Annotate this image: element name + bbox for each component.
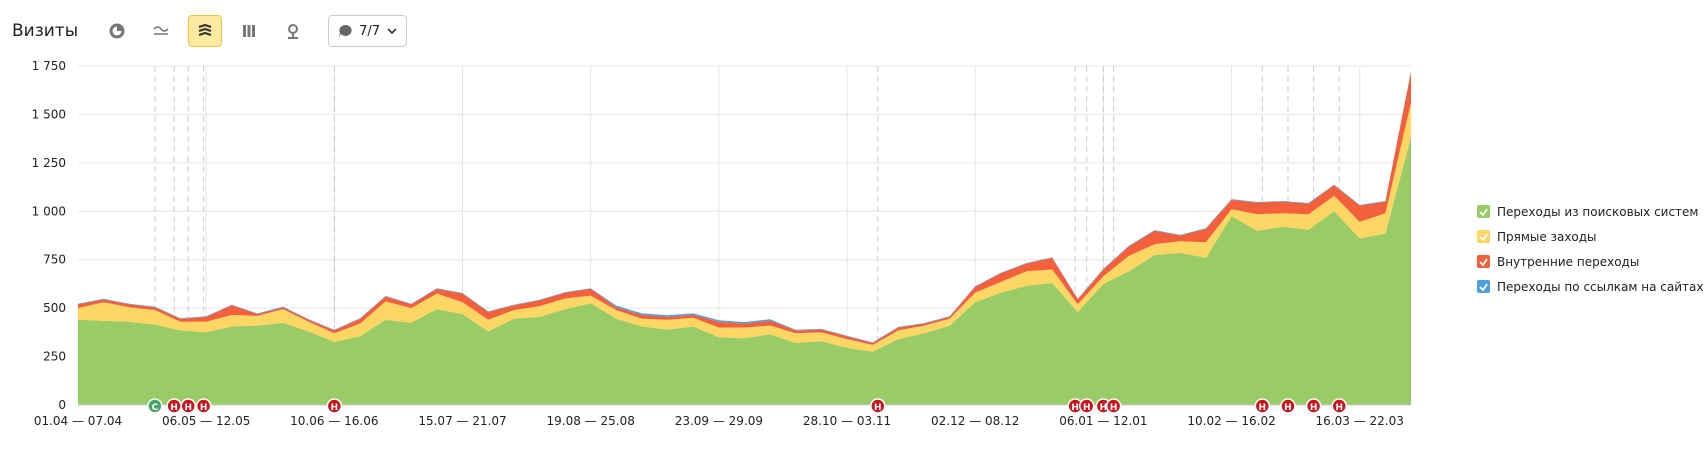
x-tick-label: 02.12 — 08.12 bbox=[931, 414, 1019, 428]
annotation-dot bbox=[1105, 398, 1122, 414]
area bbox=[78, 102, 1411, 352]
line-button[interactable] bbox=[144, 15, 178, 47]
x-tick-label: 06.01 — 12.01 bbox=[1059, 414, 1147, 428]
legend-swatch bbox=[1477, 255, 1490, 268]
y-tick-label: 0 bbox=[58, 398, 66, 412]
annotation-marker[interactable]: С bbox=[147, 398, 163, 414]
y-tick-label: 1 000 bbox=[32, 204, 66, 218]
annotation-label: Н bbox=[1071, 403, 1079, 413]
map-button[interactable] bbox=[276, 15, 310, 47]
legend-check bbox=[1479, 283, 1488, 292]
annotation-label: Н bbox=[184, 403, 192, 413]
annotation-marker[interactable]: Н bbox=[1331, 398, 1347, 414]
legend-check bbox=[1479, 208, 1488, 217]
x-tick-label: 19.08 — 25.08 bbox=[547, 414, 635, 428]
area-button[interactable] bbox=[188, 15, 223, 47]
y-tick-label: 1 500 bbox=[32, 107, 66, 121]
annotation-dot bbox=[870, 398, 886, 414]
legend-swatch bbox=[1477, 230, 1490, 243]
notes-dropdown[interactable]: 7/7 bbox=[328, 15, 408, 47]
legend-check bbox=[1479, 233, 1488, 242]
x-tick-label: 10.06 — 16.06 bbox=[290, 414, 378, 428]
bar-button[interactable] bbox=[232, 15, 266, 47]
pie-button[interactable] bbox=[100, 15, 134, 47]
annotation-label: Н bbox=[1110, 403, 1118, 413]
annotation-marker[interactable]: Н bbox=[1078, 398, 1095, 414]
area bbox=[78, 71, 1411, 345]
annotation-marker[interactable]: Н bbox=[180, 398, 196, 414]
toolbar: Визиты 7/7 bbox=[12, 14, 408, 48]
annotation-dot bbox=[180, 398, 196, 414]
x-tick-label: 10.02 — 16.02 bbox=[1187, 414, 1275, 428]
annotation-marker[interactable]: Н bbox=[326, 398, 343, 414]
annotation-label: Н bbox=[170, 403, 178, 413]
annotation-marker[interactable]: Н bbox=[1305, 398, 1322, 414]
x-tick-label: 23.09 — 29.09 bbox=[675, 414, 763, 428]
annotation-label: Н bbox=[200, 403, 208, 413]
y-tick-label: 1 750 bbox=[32, 59, 66, 73]
legend-check bbox=[1479, 258, 1488, 267]
y-tick-label: 1 250 bbox=[32, 156, 66, 170]
annotation-label: Н bbox=[874, 403, 882, 413]
y-tick-label: 500 bbox=[43, 301, 66, 315]
annotation-dot bbox=[1280, 398, 1296, 414]
annotation-dot bbox=[1305, 398, 1322, 414]
annotation-dot bbox=[1078, 398, 1095, 414]
legend-swatch bbox=[1477, 205, 1490, 218]
x-tick-label: 01.04 — 07.04 bbox=[34, 414, 122, 428]
annotation-marker[interactable]: Н bbox=[166, 398, 182, 414]
legend-label: Прямые заходы bbox=[1497, 230, 1597, 244]
annotation-label: Н bbox=[1259, 403, 1267, 413]
annotation-label: Н bbox=[1310, 403, 1318, 413]
y-tick-label: 750 bbox=[43, 253, 66, 267]
annotation-label: С bbox=[152, 403, 159, 413]
chart-title: Визиты bbox=[12, 21, 79, 41]
legend-label: Внутренние переходы bbox=[1497, 255, 1639, 269]
annotation-dot bbox=[1254, 398, 1271, 414]
legend-swatch bbox=[1477, 280, 1490, 293]
x-tick-label: 16.03 — 22.03 bbox=[1316, 414, 1404, 428]
annotation-label: Н bbox=[1083, 403, 1091, 413]
annotation-marker[interactable]: Н bbox=[870, 398, 886, 414]
annotation-dot bbox=[147, 398, 163, 414]
x-tick-label: 15.07 — 21.07 bbox=[418, 414, 506, 428]
annotation-dot bbox=[326, 398, 343, 414]
x-tick-label: 06.05 — 12.05 bbox=[162, 414, 250, 428]
x-tick-label: 28.10 — 03.11 bbox=[803, 414, 891, 428]
notes-counter: 7/7 bbox=[359, 23, 381, 39]
annotation-marker[interactable]: Н bbox=[1254, 398, 1271, 414]
legend-label: Переходы из поисковых систем bbox=[1497, 205, 1699, 219]
annotation-marker[interactable]: Н bbox=[1105, 398, 1122, 414]
annotation-dot bbox=[195, 398, 212, 414]
annotation-label: Н bbox=[1100, 403, 1108, 413]
area bbox=[78, 136, 1411, 405]
annotation-label: Н bbox=[1284, 403, 1292, 413]
y-tick-label: 250 bbox=[43, 350, 66, 364]
legend-label: Переходы по ссылкам на сайтах bbox=[1497, 280, 1703, 294]
annotation-marker[interactable]: Н bbox=[195, 398, 212, 414]
annotation-marker[interactable]: Н bbox=[1280, 398, 1296, 414]
annotation-label: Н bbox=[1335, 403, 1343, 413]
annotation-label: Н bbox=[331, 403, 339, 413]
annotation-dot bbox=[1331, 398, 1347, 414]
